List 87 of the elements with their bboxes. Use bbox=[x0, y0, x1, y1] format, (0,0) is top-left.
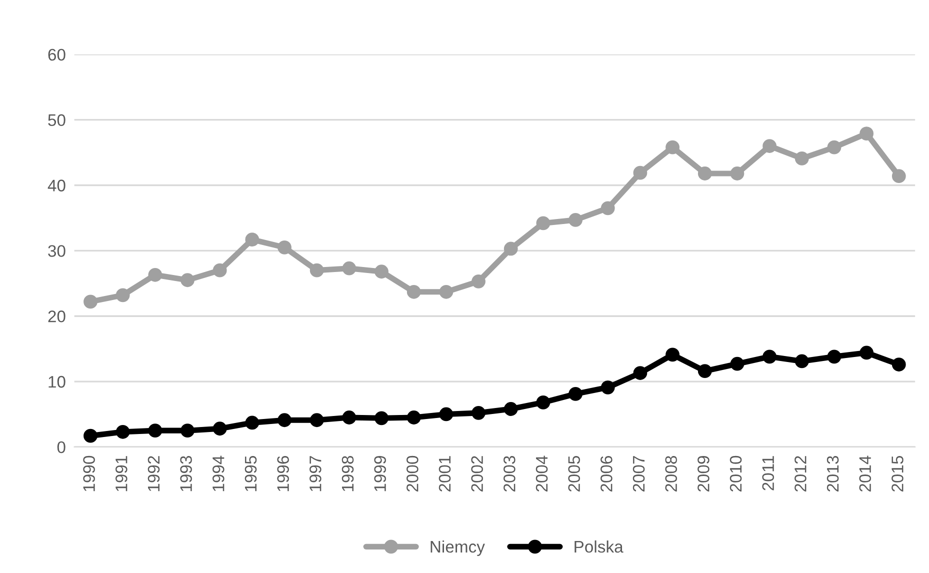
point bbox=[116, 288, 130, 302]
point bbox=[666, 348, 680, 362]
y-tick-label: 40 bbox=[48, 180, 66, 192]
x-tick-label: 2014 bbox=[859, 456, 872, 492]
point bbox=[245, 232, 260, 247]
point bbox=[406, 410, 421, 424]
x-tick-label: 2006 bbox=[600, 456, 612, 492]
point bbox=[472, 274, 486, 288]
legend-label: Niemcy bbox=[430, 540, 485, 556]
point bbox=[148, 268, 162, 282]
x-tick-label: 1996 bbox=[277, 456, 289, 492]
x-tick-label: 2003 bbox=[504, 456, 516, 492]
point bbox=[892, 169, 906, 184]
point bbox=[730, 166, 744, 180]
point bbox=[439, 284, 454, 299]
x-tick-label: 1992 bbox=[148, 456, 160, 492]
point bbox=[342, 261, 356, 276]
point bbox=[827, 140, 842, 154]
x-tick-label: 2013 bbox=[826, 456, 839, 492]
point bbox=[439, 407, 454, 422]
x-tick-label: 2007 bbox=[632, 456, 645, 492]
point bbox=[568, 387, 582, 401]
x-tick-label: 2009 bbox=[698, 456, 710, 492]
point bbox=[600, 201, 615, 216]
point bbox=[762, 350, 776, 364]
point bbox=[633, 366, 648, 380]
point bbox=[892, 358, 906, 372]
point bbox=[762, 139, 776, 153]
y-tick-label: 0 bbox=[57, 441, 66, 454]
x-tick-label: 2015 bbox=[892, 456, 904, 492]
point bbox=[180, 273, 194, 288]
point bbox=[633, 166, 648, 180]
x-tick-label: 2008 bbox=[665, 456, 678, 492]
point bbox=[504, 402, 518, 416]
point bbox=[245, 416, 260, 430]
x-tick-label: 1993 bbox=[180, 456, 192, 492]
y-tick-label: 10 bbox=[48, 376, 66, 388]
point bbox=[406, 284, 421, 299]
point bbox=[148, 424, 162, 438]
point bbox=[666, 140, 680, 154]
point bbox=[212, 263, 227, 278]
x-tick-label: 1999 bbox=[374, 456, 386, 492]
y-tick-label: 50 bbox=[48, 114, 66, 126]
point bbox=[84, 428, 98, 443]
legend-label: Polska bbox=[574, 540, 624, 553]
y-tick-label: 60 bbox=[48, 48, 66, 61]
point bbox=[794, 152, 809, 166]
x-tick-label: 1998 bbox=[342, 456, 354, 492]
x-tick-label: 1990 bbox=[83, 456, 95, 492]
point bbox=[860, 126, 874, 141]
x-tick-label: 2011 bbox=[762, 456, 774, 490]
point bbox=[374, 264, 388, 279]
point bbox=[536, 216, 550, 230]
x-tick-label: 1991 bbox=[115, 456, 128, 492]
point bbox=[212, 422, 227, 436]
point bbox=[827, 350, 842, 364]
point bbox=[698, 166, 712, 180]
point bbox=[116, 424, 130, 439]
point bbox=[310, 263, 324, 278]
point bbox=[794, 354, 809, 368]
point bbox=[310, 413, 324, 428]
point bbox=[568, 212, 582, 227]
point bbox=[730, 356, 744, 371]
point bbox=[342, 410, 356, 424]
y-tick-label: 20 bbox=[48, 310, 66, 322]
point bbox=[536, 396, 550, 410]
point bbox=[84, 294, 98, 309]
point bbox=[374, 411, 388, 426]
point bbox=[472, 406, 486, 420]
x-tick-label: 2010 bbox=[730, 456, 742, 492]
y-tick-label: 30 bbox=[48, 245, 66, 257]
x-tick-label: 1997 bbox=[310, 456, 322, 492]
point bbox=[180, 424, 194, 438]
point bbox=[860, 346, 874, 360]
x-tick-label: 2012 bbox=[794, 456, 806, 492]
point bbox=[504, 242, 518, 256]
x-tick-label: 2005 bbox=[568, 456, 580, 492]
x-tick-label: 2000 bbox=[406, 456, 418, 492]
x-tick-label: 2002 bbox=[471, 456, 483, 492]
point bbox=[600, 380, 615, 394]
x-tick-label: 2001 bbox=[438, 456, 451, 492]
x-tick-label: 1995 bbox=[244, 456, 257, 492]
point bbox=[278, 240, 292, 254]
x-tick-label: 1994 bbox=[212, 456, 224, 492]
point bbox=[698, 364, 712, 378]
point bbox=[278, 413, 292, 428]
x-tick-label: 2004 bbox=[536, 456, 548, 492]
